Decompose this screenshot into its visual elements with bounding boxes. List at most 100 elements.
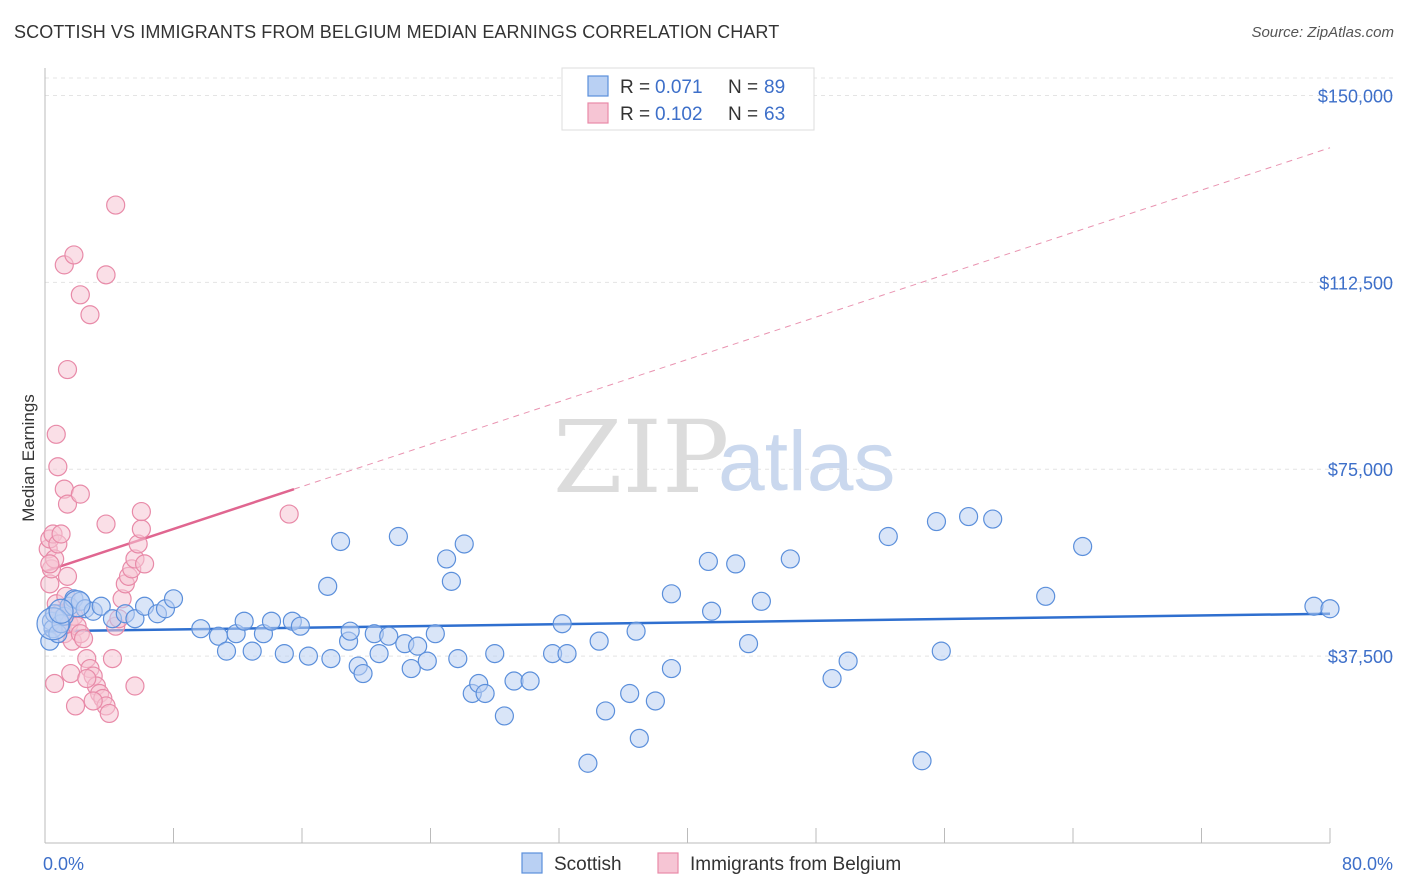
belgium-point-20 — [73, 629, 94, 649]
scottish-point-34 — [330, 531, 351, 552]
belgium-point-45 — [96, 514, 116, 534]
scottish-point-74 — [738, 634, 759, 654]
legend-n-label-belgium: N = — [728, 104, 758, 125]
y-tick-labels: $37,500 $75,000 $112,500 $150,000 — [1318, 86, 1393, 667]
belgium-point-43 — [57, 494, 78, 514]
scottish-point-20 — [191, 619, 211, 639]
belgium-point-54 — [83, 691, 103, 711]
scottish-point-70 — [661, 584, 682, 604]
belgium-point-56 — [45, 673, 65, 694]
belgium-point-59 — [51, 524, 71, 544]
points-scottish — [36, 506, 1340, 773]
y-tick-label-2: $112,500 — [1319, 273, 1393, 293]
scottish-point-61 — [557, 644, 577, 664]
y-tick-label-3: $150,000 — [1318, 86, 1393, 106]
scottish-point-86 — [1073, 536, 1093, 557]
scottish-point-46 — [417, 651, 437, 671]
belgium-point-50 — [96, 265, 116, 285]
belgium-point-44 — [70, 484, 90, 504]
scottish-point-25 — [242, 641, 262, 661]
scottish-point-83 — [958, 506, 979, 527]
belgium-point-48 — [70, 285, 90, 305]
scottish-point-40 — [369, 644, 389, 664]
scottish-cluster-2 — [48, 598, 74, 624]
scottish-point-81 — [926, 511, 947, 532]
legend-swatch-scottish — [587, 75, 609, 97]
scottish-point-42 — [388, 526, 408, 547]
belgium-point-53 — [106, 195, 126, 215]
legend-bottom-label-scottish: Scottish — [554, 854, 622, 875]
scottish-point-62 — [578, 753, 598, 773]
source-label: Source: ZipAtlas.com — [1251, 24, 1394, 41]
legend-bottom-label-belgium: Immigrants from Belgium — [690, 854, 901, 875]
scottish-point-71 — [698, 551, 718, 572]
scottish-point-63 — [589, 631, 609, 651]
scottish-point-49 — [441, 571, 461, 591]
scottish-point-75 — [751, 591, 771, 611]
scottish-point-64 — [595, 701, 616, 721]
scottish-point-87 — [1304, 596, 1324, 616]
x-tick-label-max: 80.0% — [1342, 854, 1393, 874]
legend-top: R = 0.071 N = 89 R = 0.102 N = 63 — [561, 67, 815, 131]
scottish-point-47 — [425, 624, 445, 644]
trend-line-belgium-solid — [44, 487, 295, 573]
y-tick-label-0: $37,500 — [1328, 647, 1393, 667]
belgium-point-39 — [134, 554, 155, 574]
chart-title: SCOTTISH VS IMMIGRANTS FROM BELGIUM MEDI… — [14, 22, 780, 42]
legend-r-label-scottish: R = — [620, 77, 650, 98]
scottish-point-80 — [912, 751, 932, 771]
belgium-point-58 — [279, 504, 299, 524]
legend-r-value-belgium: 0.102 — [655, 104, 703, 125]
scottish-point-76 — [780, 549, 800, 569]
scottish-point-67 — [629, 728, 649, 748]
belgium-point-62 — [65, 696, 86, 716]
trend-line-belgium-dashed — [293, 147, 1331, 490]
scottish-point-45 — [408, 636, 428, 656]
scottish-point-32 — [318, 576, 338, 596]
gridlines — [45, 77, 1395, 657]
scottish-point-79 — [878, 526, 898, 547]
scottish-point-65 — [620, 683, 640, 704]
legend-n-value-scottish: 89 — [764, 77, 785, 98]
scottish-point-78 — [838, 651, 858, 671]
legend-r-value-scottish: 0.071 — [655, 77, 703, 98]
legend-n-value-belgium: 63 — [764, 104, 785, 125]
scottish-point-85 — [1036, 586, 1056, 606]
y-tick-label-1: $75,000 — [1328, 460, 1393, 480]
scottish-point-69 — [661, 658, 682, 679]
scottish-point-41 — [379, 626, 399, 646]
scottish-point-50 — [448, 649, 468, 669]
scottish-point-57 — [504, 671, 524, 691]
watermark: ZIP atlas — [553, 399, 895, 516]
belgium-point-38 — [131, 519, 151, 539]
scottish-point-88 — [1320, 599, 1340, 619]
belgium-point-41 — [46, 424, 66, 444]
legend-bottom: Scottish Immigrants from Belgium — [521, 852, 901, 875]
legend-r-label-belgium: R = — [620, 104, 650, 125]
scottish-point-22 — [216, 641, 237, 661]
belgium-point-28 — [99, 703, 119, 724]
legend-bottom-swatch-scottish — [521, 852, 543, 874]
scottish-point-56 — [494, 706, 514, 726]
scottish-point-77 — [822, 668, 842, 689]
scottish-point-72 — [701, 601, 722, 621]
belgium-point-13 — [57, 566, 78, 586]
scottish-point-58 — [520, 671, 540, 691]
scottish-point-36 — [340, 621, 360, 641]
trend-lines — [44, 147, 1331, 633]
belgium-point-57 — [61, 663, 81, 684]
belgium-point-46 — [131, 501, 151, 522]
scottish-point-28 — [274, 644, 294, 664]
scottish-point-24 — [234, 611, 254, 631]
belgium-point-60 — [40, 554, 60, 574]
legend-n-label-scottish: N = — [728, 77, 758, 98]
y-axis-title: Median Earnings — [19, 394, 38, 522]
belgium-point-29 — [102, 649, 123, 669]
x-tick-labels: 0.0% 80.0% — [43, 854, 1393, 874]
scottish-point-54 — [475, 683, 495, 704]
legend-bottom-swatch-belgium — [657, 852, 679, 874]
scottish-point-12 — [91, 596, 111, 616]
scottish-point-55 — [485, 644, 505, 664]
scottish-point-60 — [552, 614, 572, 634]
